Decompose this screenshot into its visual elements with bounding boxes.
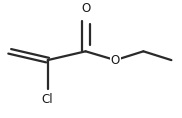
Text: O: O: [111, 54, 120, 67]
Text: O: O: [81, 2, 90, 15]
Text: Cl: Cl: [42, 93, 54, 106]
